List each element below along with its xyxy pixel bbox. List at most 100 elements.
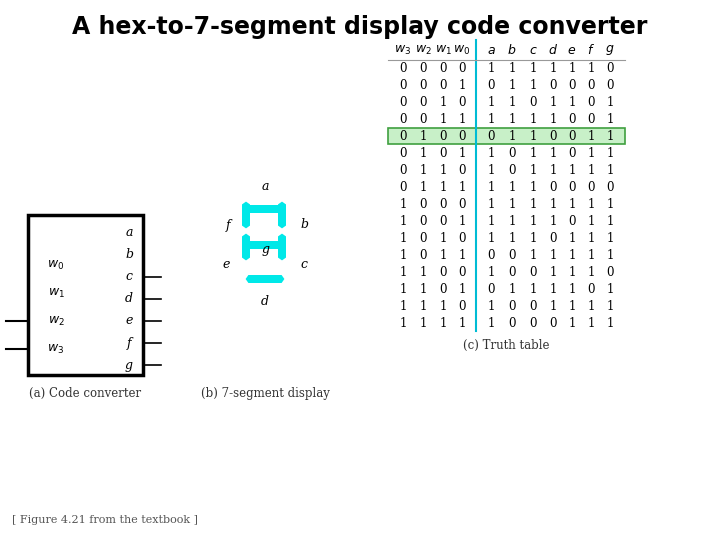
Text: 1: 1 (487, 62, 495, 75)
Text: 1: 1 (508, 215, 516, 228)
Text: 0: 0 (568, 181, 576, 194)
Polygon shape (278, 234, 286, 260)
Text: 1: 1 (606, 300, 613, 313)
Text: 0: 0 (439, 215, 446, 228)
Text: 1: 1 (549, 164, 557, 177)
Text: 1: 1 (549, 198, 557, 211)
Text: 1: 1 (568, 96, 576, 109)
Text: 0: 0 (419, 232, 427, 245)
Text: 1: 1 (508, 181, 516, 194)
Text: 0: 0 (400, 164, 407, 177)
Text: $w_2$: $w_2$ (415, 43, 431, 57)
Text: 0: 0 (400, 181, 407, 194)
Text: 1: 1 (568, 283, 576, 296)
Text: 0: 0 (439, 79, 446, 92)
Text: 0: 0 (568, 113, 576, 126)
Text: 0: 0 (606, 266, 613, 279)
Text: 1: 1 (508, 113, 516, 126)
Text: 1: 1 (419, 181, 427, 194)
Text: 1: 1 (508, 79, 516, 92)
Text: 1: 1 (508, 62, 516, 75)
Text: 0: 0 (458, 164, 466, 177)
Text: 1: 1 (606, 232, 613, 245)
Text: 1: 1 (439, 232, 446, 245)
Text: 0: 0 (588, 283, 595, 296)
Text: a: a (261, 180, 269, 193)
Text: 1: 1 (459, 215, 466, 228)
Text: (c) Truth table: (c) Truth table (463, 339, 550, 352)
Text: 1: 1 (439, 300, 446, 313)
Text: f: f (127, 336, 131, 349)
Text: 1: 1 (606, 283, 613, 296)
Text: 1: 1 (588, 198, 595, 211)
Text: 1: 1 (588, 232, 595, 245)
Text: 0: 0 (419, 113, 427, 126)
Text: $w_1$: $w_1$ (435, 43, 451, 57)
Text: 1: 1 (568, 164, 576, 177)
Text: 0: 0 (529, 96, 536, 109)
Polygon shape (246, 275, 284, 283)
Text: [ Figure 4.21 from the textbook ]: [ Figure 4.21 from the textbook ] (12, 515, 198, 525)
Text: 1: 1 (487, 232, 495, 245)
Text: (a) Code converter: (a) Code converter (30, 387, 142, 400)
Text: 1: 1 (529, 198, 536, 211)
Text: 1: 1 (459, 79, 466, 92)
Text: 1: 1 (606, 96, 613, 109)
Text: 1: 1 (588, 317, 595, 330)
Text: f: f (225, 219, 230, 232)
Text: 1: 1 (606, 249, 613, 262)
Text: $g$: $g$ (606, 43, 615, 57)
Text: 1: 1 (529, 164, 536, 177)
Text: $w_3$: $w_3$ (48, 342, 65, 355)
Text: 0: 0 (439, 130, 446, 143)
Text: e: e (222, 259, 230, 272)
Text: 1: 1 (568, 300, 576, 313)
Text: 1: 1 (400, 215, 407, 228)
Text: c: c (125, 271, 132, 284)
Bar (28, 215, 143, 375)
Text: 0: 0 (508, 164, 516, 177)
Text: 1: 1 (549, 113, 557, 126)
Text: 1: 1 (606, 147, 613, 160)
Text: 1: 1 (487, 96, 495, 109)
Text: 1: 1 (419, 164, 427, 177)
Polygon shape (246, 205, 284, 213)
Text: 1: 1 (400, 249, 407, 262)
Text: 1: 1 (459, 283, 466, 296)
Text: 0: 0 (458, 130, 466, 143)
Text: 0: 0 (508, 147, 516, 160)
Text: $a$: $a$ (487, 44, 495, 57)
Bar (388, 128, 625, 144)
Text: $c$: $c$ (528, 44, 537, 57)
Text: e: e (125, 314, 132, 327)
Polygon shape (246, 241, 284, 249)
Text: 1: 1 (459, 317, 466, 330)
Text: 1: 1 (529, 147, 536, 160)
Text: 1: 1 (459, 249, 466, 262)
Text: g: g (262, 242, 270, 255)
Text: 1: 1 (419, 317, 427, 330)
Text: 0: 0 (529, 300, 536, 313)
Text: 1: 1 (400, 198, 407, 211)
Text: 1: 1 (459, 113, 466, 126)
Text: 0: 0 (606, 62, 613, 75)
Text: 0: 0 (400, 62, 407, 75)
Text: 0: 0 (419, 96, 427, 109)
Text: 0: 0 (549, 79, 557, 92)
Text: $w_2$: $w_2$ (48, 314, 64, 328)
Text: 0: 0 (400, 96, 407, 109)
Text: 0: 0 (568, 130, 576, 143)
Text: 1: 1 (508, 96, 516, 109)
Text: 0: 0 (439, 283, 446, 296)
Text: 1: 1 (508, 283, 516, 296)
Text: 0: 0 (508, 249, 516, 262)
Text: 0: 0 (458, 232, 466, 245)
Text: 1: 1 (439, 164, 446, 177)
Text: 1: 1 (487, 164, 495, 177)
Text: 1: 1 (487, 266, 495, 279)
Text: a: a (125, 226, 132, 240)
Text: 1: 1 (487, 198, 495, 211)
Text: 1: 1 (459, 181, 466, 194)
Text: 0: 0 (508, 266, 516, 279)
Text: 0: 0 (439, 266, 446, 279)
